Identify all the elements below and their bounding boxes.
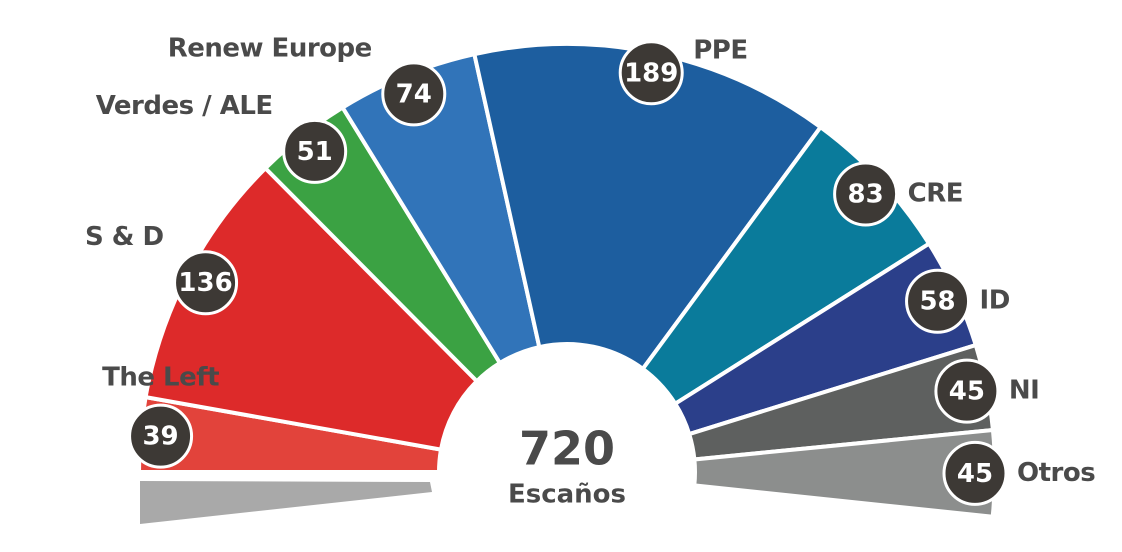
value-label: 51 <box>297 137 333 167</box>
category-label: Otros <box>1017 458 1095 488</box>
category-label: S & D <box>85 222 164 252</box>
badge <box>618 40 684 106</box>
category-label: Verdes / ALE <box>96 91 273 121</box>
value-label: 58 <box>919 287 955 317</box>
badge <box>128 403 194 469</box>
value-label: 83 <box>848 179 884 209</box>
category-label: Renew Europe <box>168 33 372 63</box>
category-label: ID <box>980 286 1010 316</box>
category-label: CRE <box>908 178 963 208</box>
value-label: 189 <box>624 58 678 88</box>
value-label: 136 <box>178 268 232 298</box>
total: 720 <box>519 422 615 476</box>
value-label: 45 <box>949 377 985 407</box>
category-label: The Left <box>102 363 219 393</box>
segment <box>143 165 480 452</box>
segment <box>471 42 824 372</box>
badge <box>381 61 447 127</box>
total-label: Escaños <box>508 480 626 510</box>
value-label: 74 <box>396 79 432 109</box>
decor-wedge <box>140 481 432 524</box>
category-label: PPE <box>693 35 747 65</box>
value-label: 39 <box>142 422 178 452</box>
badge <box>942 440 1008 506</box>
category-label: NI <box>1009 376 1039 406</box>
badge <box>905 268 971 334</box>
badge <box>833 161 899 227</box>
value-label: 45 <box>957 459 993 489</box>
badge <box>173 250 239 316</box>
badge <box>282 118 348 184</box>
badge <box>934 358 1000 424</box>
